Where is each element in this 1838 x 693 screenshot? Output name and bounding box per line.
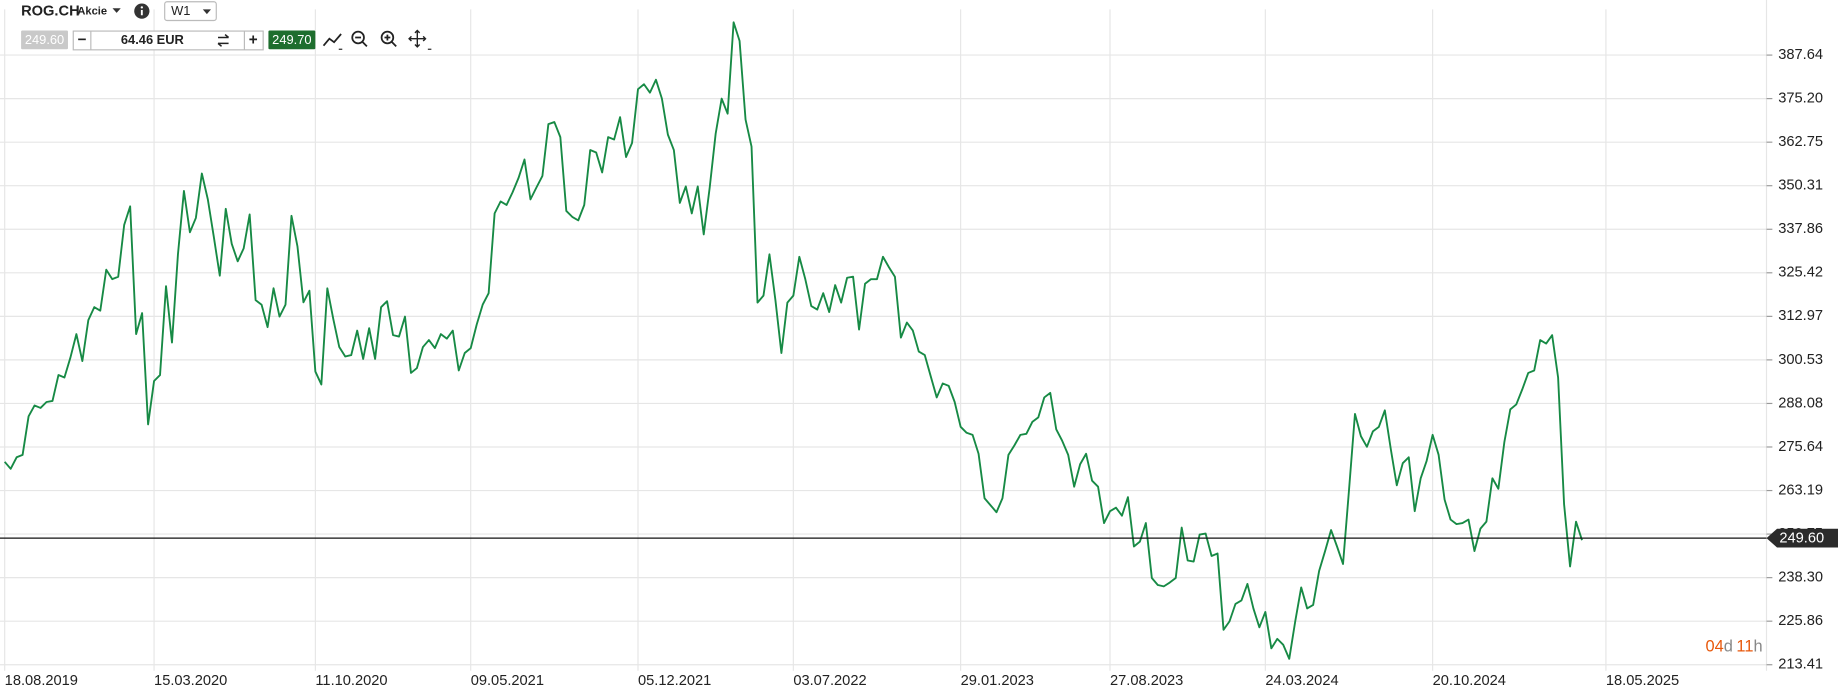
chart-type-tool[interactable] (322, 33, 342, 47)
x-tick-label: 24.03.2024 (1265, 673, 1338, 689)
x-tick-label: 03.07.2022 (793, 673, 866, 689)
last-price-label: 249.60 (1779, 531, 1824, 547)
sell-box (21, 30, 68, 50)
countdown-hour-unit: h (1753, 638, 1762, 656)
select-arrow (202, 9, 211, 15)
last-price-tag (1766, 528, 1838, 548)
countdown-day-unit: d (1724, 638, 1733, 656)
y-tick-label: 213.41 (1778, 657, 1823, 673)
x-tick-label: 09.05.2021 (471, 673, 544, 689)
zoom-in-tool[interactable] (380, 30, 395, 45)
x-tick-label: 27.08.2023 (1110, 673, 1183, 689)
sell-button[interactable]: 249.60 (21, 30, 68, 50)
info-glyph (140, 6, 144, 9)
x-tick-label: 11.10.2020 (315, 673, 387, 689)
x-tick-label: 18.05.2025 (1606, 673, 1679, 689)
y-tick-label: 275.64 (1778, 439, 1823, 455)
x-tick-label: 29.01.2023 (961, 673, 1034, 689)
y-tick-label: 362.75 (1778, 134, 1823, 150)
bid-price: 249.60 (25, 32, 64, 47)
symbol: ROG.CH (21, 4, 80, 20)
type-dropdown[interactable] (112, 8, 121, 13)
info-button[interactable] (134, 3, 150, 19)
info-glyph (140, 9, 143, 16)
y-tick-label: 225.86 (1778, 613, 1823, 629)
swap-button[interactable] (217, 34, 230, 47)
y-tick-label: 350.31 (1778, 178, 1823, 194)
zoom-out-tool[interactable] (351, 30, 365, 45)
plot-layer (0, 21, 1767, 660)
select-box (164, 1, 217, 22)
buy-box (268, 30, 316, 50)
y-tick-label: 263.19 (1778, 482, 1823, 498)
tools (322, 29, 432, 50)
timeframe: W1 (171, 3, 190, 18)
y-tick-label: 288.08 (1778, 395, 1823, 411)
swap-arrow (217, 42, 229, 47)
plus-button[interactable]: + (249, 31, 258, 48)
countdown: 04d 11h (1706, 638, 1763, 656)
zoom-out-glyph (355, 36, 368, 47)
buy-button[interactable]: 249.70 (268, 30, 316, 50)
y-tick-label: 337.86 (1778, 221, 1823, 237)
y-tick-label: 312.97 (1778, 308, 1823, 324)
y-tick-label: 325.42 (1778, 265, 1823, 281)
y-tick-label: 300.53 (1778, 352, 1823, 368)
y-tick-label: 387.64 (1778, 47, 1823, 63)
x-tick-label: 20.10.2024 (1433, 673, 1506, 689)
ask-price: 249.70 (272, 32, 311, 47)
timeframe-select[interactable]: W1 (164, 1, 217, 22)
zoom-in-glyph (384, 34, 397, 47)
price-line (3, 21, 1583, 660)
volume-input[interactable] (72, 30, 264, 51)
pan-tool[interactable] (408, 29, 427, 48)
countdown-days: 04 (1706, 638, 1724, 656)
x-tick-label: 18.08.2019 (5, 673, 78, 689)
volume: 64.46 EUR (121, 32, 185, 47)
swap-arrow (218, 34, 230, 39)
x-tick-label: 15.03.2020 (154, 673, 227, 689)
grid-layer (0, 9, 1767, 671)
x-tick-label: 05.12.2021 (638, 673, 711, 689)
minus-button[interactable]: − (78, 31, 87, 48)
instrument-type: Akcie (77, 6, 107, 18)
countdown-hours: 11 (1736, 638, 1753, 656)
y-tick-label: 375.20 (1778, 90, 1823, 106)
y-tick-label: 238.30 (1778, 570, 1823, 586)
